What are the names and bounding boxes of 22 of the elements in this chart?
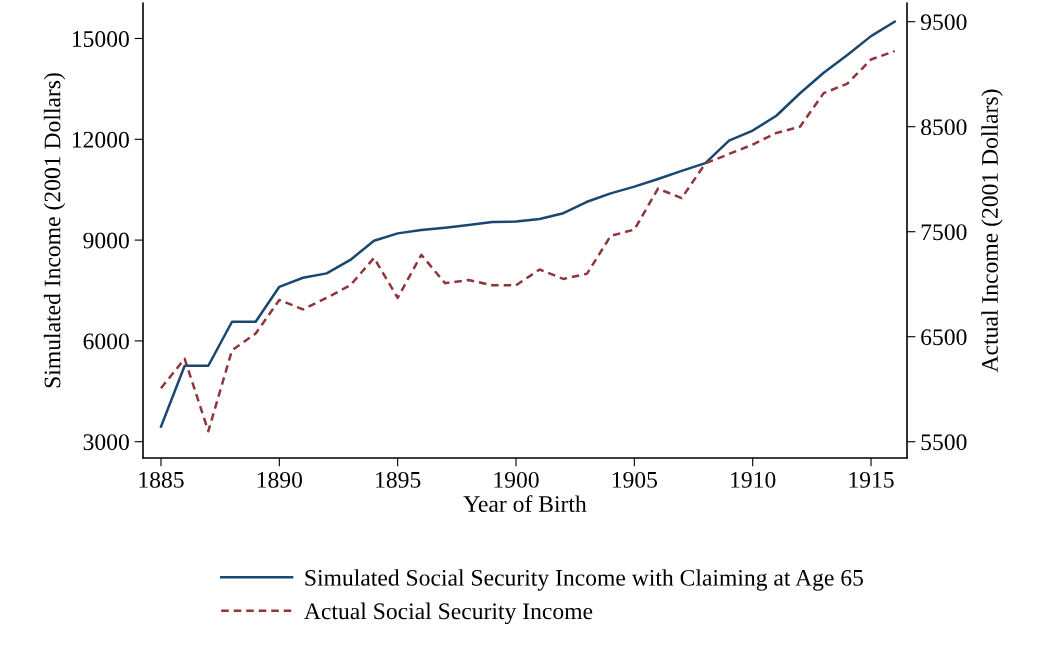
x-axis-title: Year of Birth bbox=[463, 495, 587, 512]
y2-tick-label: 7500 bbox=[921, 224, 967, 241]
legend-label: Simulated Social Security Income with Claiming at Age 65 bbox=[305, 569, 863, 591]
x-tick-label: 1900 bbox=[494, 471, 539, 488]
x-tick-label: 1910 bbox=[731, 471, 776, 488]
y-tick-label: 12000 bbox=[72, 131, 129, 148]
x-tick-label: 1895 bbox=[376, 471, 421, 488]
y-axis-title: Simulated Income (2001 Dollars) bbox=[43, 73, 66, 388]
y2-tick-label: 8500 bbox=[921, 119, 967, 136]
y2-tick-label: 9500 bbox=[920, 14, 967, 31]
y2-tick-label: 6500 bbox=[921, 329, 967, 346]
y-tick-label: 9000 bbox=[83, 232, 129, 249]
legend-label: Actual Social Security Income bbox=[304, 602, 593, 625]
y-tick-label: 15000 bbox=[72, 30, 129, 47]
x-tick-label: 1885 bbox=[139, 471, 184, 488]
x-tick-label: 1915 bbox=[849, 471, 894, 488]
x-tick-label: 1890 bbox=[257, 471, 303, 488]
x-tick-label: 1905 bbox=[612, 471, 658, 488]
y-tick-label: 6000 bbox=[83, 333, 129, 350]
y2-axis-title: Actual Income (2001 Dollars) bbox=[981, 89, 1003, 373]
y-tick-label: 3000 bbox=[83, 434, 129, 451]
y2-tick-label: 5500 bbox=[921, 434, 967, 451]
